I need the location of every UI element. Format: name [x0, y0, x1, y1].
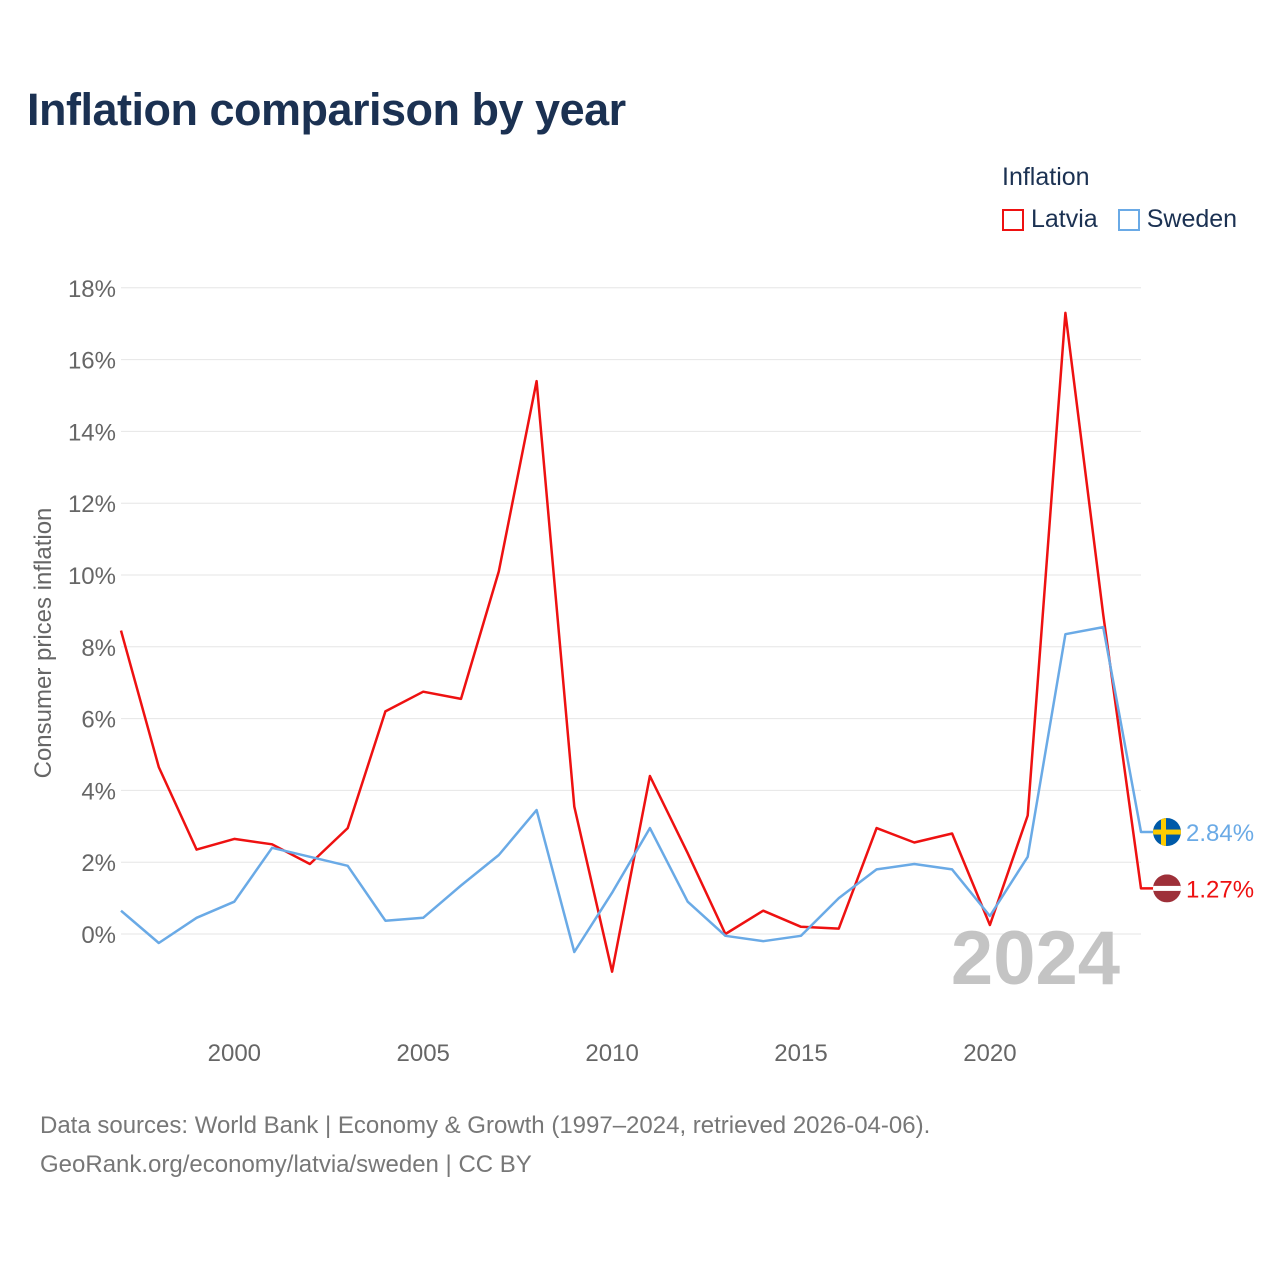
- year-watermark: 2024: [951, 916, 1120, 1001]
- y-tick-label: 6%: [81, 707, 116, 734]
- chart-title: Inflation comparison by year: [27, 84, 626, 135]
- legend-swatch-latvia: [1002, 208, 1024, 231]
- y-tick-label: 18%: [68, 276, 116, 303]
- footer-sources: Data sources: World Bank | Economy & Gro…: [40, 1112, 931, 1139]
- latvia-flag-icon: [1153, 874, 1181, 903]
- legend-title: Inflation: [1002, 163, 1090, 191]
- y-tick-label: 14%: [68, 419, 116, 446]
- x-tick-label: 2020: [963, 1040, 1016, 1067]
- legend-swatch-sweden: [1117, 208, 1140, 231]
- legend-item-sweden[interactable]: Sweden: [1117, 205, 1238, 234]
- x-tick-label: 2010: [585, 1040, 638, 1067]
- y-tick-label: 12%: [68, 491, 116, 518]
- footer: Data sources: World Bank | Economy & Gro…: [40, 1106, 930, 1184]
- y-axis-label: Consumer prices inflation: [30, 508, 57, 779]
- y-tick-label: 4%: [81, 778, 116, 805]
- x-tick-label: 2015: [774, 1040, 827, 1067]
- legend-label-latvia: Latvia: [1031, 205, 1098, 233]
- series-line-sweden[interactable]: [120, 625, 1160, 954]
- x-tick-label: 2005: [397, 1040, 450, 1067]
- end-value-label-latvia: 1.27%: [1186, 876, 1254, 903]
- y-tick-label: 8%: [81, 635, 116, 662]
- y-tick-label: 10%: [68, 563, 116, 590]
- y-tick-label: 2%: [81, 850, 116, 877]
- y-tick-label: 16%: [68, 348, 116, 375]
- x-tick-label: 2000: [208, 1040, 261, 1067]
- footer-link[interactable]: GeoRank.org/economy/latvia/sweden | CC B…: [40, 1151, 532, 1178]
- sweden-flag-icon: [1153, 818, 1181, 847]
- legend: Inflation Latvia Sweden: [1002, 163, 1257, 234]
- legend-item-latvia[interactable]: Latvia: [1002, 205, 1098, 234]
- y-tick-label: 0%: [81, 922, 116, 949]
- end-value-label-sweden: 2.84%: [1186, 820, 1254, 847]
- legend-label-sweden: Sweden: [1146, 205, 1238, 233]
- series-line-latvia[interactable]: [119, 311, 1160, 973]
